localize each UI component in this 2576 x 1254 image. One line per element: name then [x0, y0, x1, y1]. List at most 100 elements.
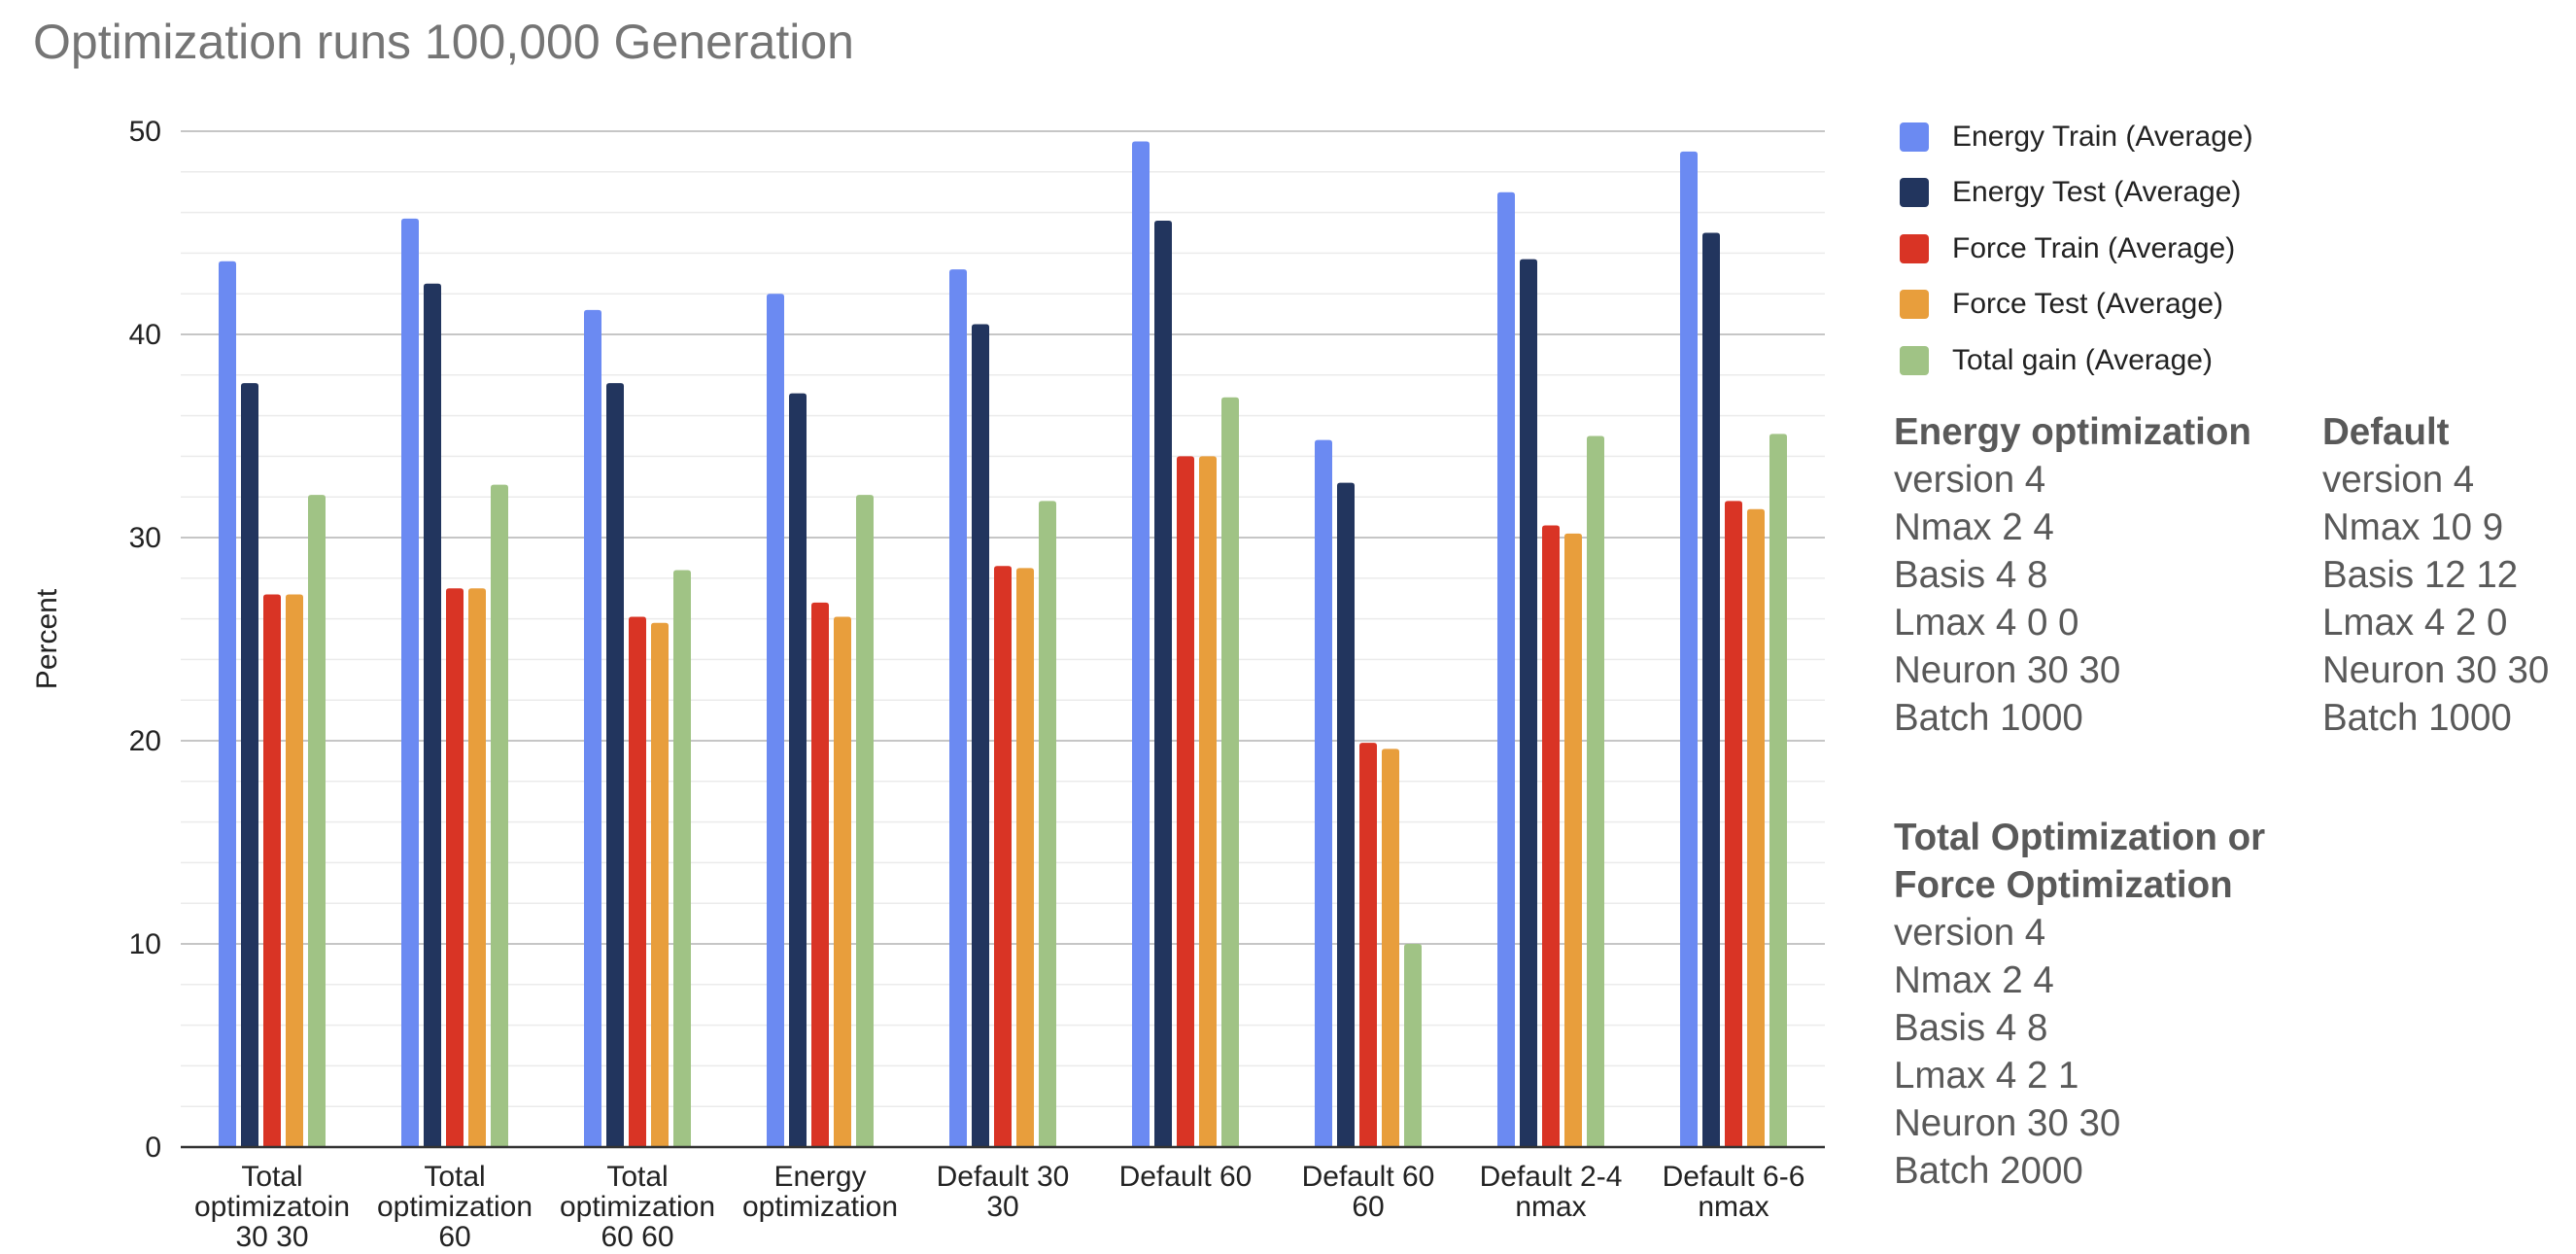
x-tick-label: Energy optimization	[742, 1161, 898, 1223]
note-default-line: version 4	[2322, 459, 2475, 501]
note-default-line: Batch 1000	[2322, 697, 2512, 739]
bar	[1769, 434, 1787, 1147]
bar	[1520, 259, 1537, 1147]
bar	[1154, 220, 1172, 1147]
bar	[1315, 439, 1332, 1147]
note-energy-optimization: Energy optimization version 4 Nmax 2 4 B…	[1894, 408, 2251, 742]
x-tick-label: Default 30 30	[937, 1161, 1070, 1223]
bar	[629, 616, 646, 1147]
note-default-line: Neuron 30 30	[2322, 649, 2550, 691]
x-tick-label: Total optimization 60	[377, 1161, 532, 1253]
bar	[1702, 232, 1720, 1147]
legend-swatch	[1900, 233, 1929, 263]
bar	[1747, 508, 1765, 1147]
legend-swatch	[1900, 290, 1929, 320]
legend-swatch	[1900, 178, 1929, 208]
bar	[1221, 397, 1239, 1147]
note-energy-line: Basis 4 8	[1894, 554, 2048, 596]
x-tick-label: Default 2-4 nmax	[1480, 1161, 1623, 1223]
y-axis-label: Percent	[31, 588, 63, 689]
note-default-line: Basis 12 12	[2322, 554, 2519, 596]
y-tick-label: 40	[129, 319, 161, 351]
legend-label: Total gain (Average)	[1952, 343, 2213, 376]
bar	[584, 309, 601, 1147]
x-tick-label: Default 6-6 nmax	[1663, 1161, 1805, 1223]
chart-title: Optimization runs 100,000 Generation	[33, 15, 854, 69]
note-default: Default version 4 Nmax 10 9 Basis 12 12 …	[2322, 408, 2549, 742]
y-tick-label: 50	[129, 116, 161, 148]
bar	[424, 283, 441, 1147]
note-total-line: Lmax 4 2 1	[1894, 1055, 2079, 1097]
bars	[219, 141, 1787, 1148]
bar	[1199, 456, 1217, 1147]
bar	[789, 393, 807, 1147]
x-tick-label: Default 60	[1119, 1161, 1253, 1193]
note-total-line: Batch 2000	[1894, 1150, 2083, 1192]
bar	[1542, 525, 1560, 1147]
note-energy-line: Lmax 4 0 0	[1894, 602, 2079, 644]
legend-swatch	[1900, 345, 1929, 375]
note-total-line: version 4	[1894, 912, 2046, 954]
note-energy-line: Neuron 30 30	[1894, 649, 2121, 691]
note-default-line: Lmax 4 2 0	[2322, 602, 2508, 644]
note-energy-heading: Energy optimization	[1894, 411, 2251, 453]
bar	[673, 570, 691, 1147]
bar	[856, 495, 874, 1147]
axes: 0 10 20 30 40 50 Percent Total optimizatoin 30 30…	[31, 116, 1825, 1253]
bar	[1404, 944, 1422, 1147]
bar	[606, 383, 624, 1147]
bar	[1039, 501, 1056, 1147]
bar	[401, 218, 419, 1147]
bar	[811, 602, 829, 1147]
note-energy-line: Nmax 2 4	[1894, 506, 2054, 548]
bar	[1337, 482, 1355, 1147]
note-default-heading: Default	[2322, 411, 2450, 453]
bar	[1132, 141, 1150, 1148]
y-tick-label: 10	[129, 928, 161, 960]
legend: Energy Train (Average) Energy Test (Avera…	[1900, 109, 2253, 389]
bar	[468, 588, 486, 1147]
x-tick-label: Default 60 60	[1302, 1161, 1435, 1223]
legend-label: Force Test (Average)	[1952, 288, 2224, 321]
bar	[1564, 533, 1582, 1147]
bar	[491, 484, 508, 1147]
note-total-line: Nmax 2 4	[1894, 959, 2054, 1001]
x-tick-label: Total optimizatoin 30 30	[194, 1161, 350, 1253]
bar	[1725, 501, 1742, 1147]
legend-label: Energy Test (Average)	[1952, 176, 2242, 209]
bar	[219, 261, 236, 1147]
bar	[241, 383, 258, 1147]
bar	[446, 588, 464, 1147]
bar	[1177, 456, 1194, 1147]
y-tick-label: 30	[129, 522, 161, 554]
legend-swatch	[1900, 122, 1929, 152]
note-total-optimization: Total Optimization or Force Optimization…	[1894, 814, 2265, 1195]
bar	[1382, 749, 1399, 1147]
legend-item: Force Train (Average)	[1900, 221, 2253, 277]
bar	[1497, 192, 1515, 1147]
bar	[651, 622, 669, 1147]
bar	[1680, 151, 1698, 1147]
bar	[1587, 435, 1604, 1147]
bar	[1016, 568, 1034, 1147]
y-tick-label: 0	[145, 1132, 161, 1164]
y-tick-label: 20	[129, 725, 161, 757]
bar	[263, 594, 281, 1147]
legend-item: Energy Test (Average)	[1900, 165, 2253, 222]
note-total-heading: Total Optimization or	[1894, 817, 2266, 858]
bar	[308, 495, 326, 1147]
note-total-heading: Force Optimization	[1894, 864, 2233, 906]
bar	[767, 294, 784, 1147]
legend-item: Total gain (Average)	[1900, 332, 2253, 389]
bar	[286, 594, 303, 1147]
note-total-line: Basis 4 8	[1894, 1007, 2048, 1049]
legend-item: Energy Train (Average)	[1900, 109, 2253, 165]
legend-label: Energy Train (Average)	[1952, 120, 2253, 153]
bar	[972, 324, 989, 1147]
bar	[834, 616, 851, 1147]
note-default-line: Nmax 10 9	[2322, 506, 2504, 548]
note-energy-line: Batch 1000	[1894, 697, 2083, 739]
legend-item: Force Test (Average)	[1900, 277, 2253, 333]
